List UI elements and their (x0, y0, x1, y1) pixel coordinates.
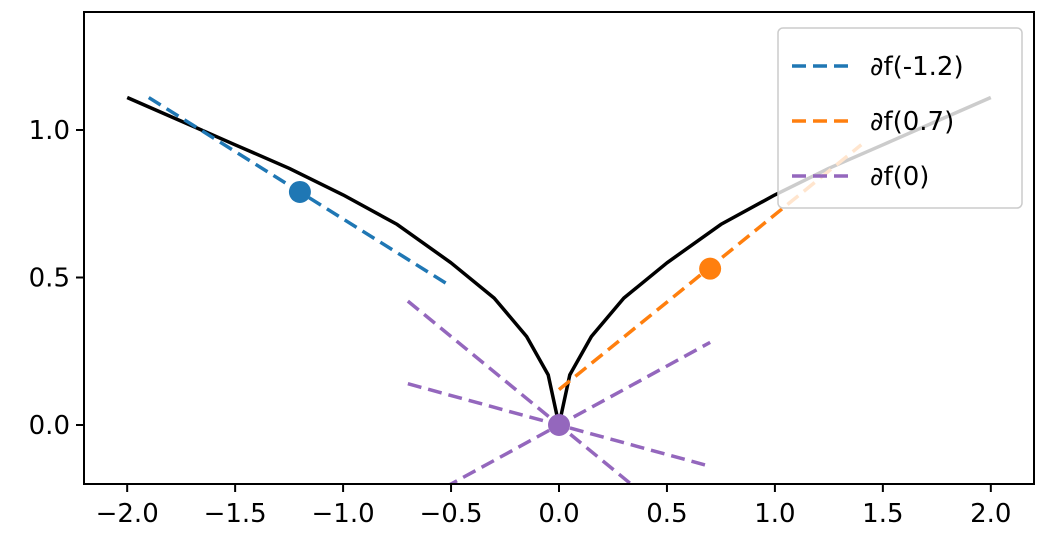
x-tick-label: −1.5 (204, 499, 267, 529)
x-tick-label: −0.5 (419, 499, 482, 529)
x-tick-label: −1.0 (312, 499, 375, 529)
x-tick-label: 1.5 (862, 499, 903, 529)
legend-label-0: ∂f(-1.2) (870, 52, 964, 82)
x-tick-label: −2.0 (96, 499, 159, 529)
legend: ∂f(-1.2) ∂f(0.7) ∂f(0) (777, 27, 1023, 209)
tick-layer: −2.0 −1.5 −1.0 −0.5 0.0 0.5 1.0 1.5 2.0 0.0 0.5 1.0 (29, 116, 1012, 529)
x-tick-label: 2.0 (970, 499, 1011, 529)
y-tick-label: 1.0 (29, 116, 70, 146)
legend-label-2: ∂f(0) (870, 162, 929, 192)
point-0 (288, 180, 311, 203)
x-tick-label: 1.0 (754, 499, 795, 529)
x-tick-label: 0.5 (646, 499, 687, 529)
y-tick-label: 0.5 (29, 264, 70, 294)
x-tick-label: 0.0 (538, 499, 579, 529)
legend-label-1: ∂f(0.7) (870, 107, 954, 137)
point-2 (548, 414, 570, 436)
legend-box (777, 27, 1023, 209)
y-tick-label: 0.0 (29, 411, 70, 441)
point-1 (699, 257, 722, 280)
